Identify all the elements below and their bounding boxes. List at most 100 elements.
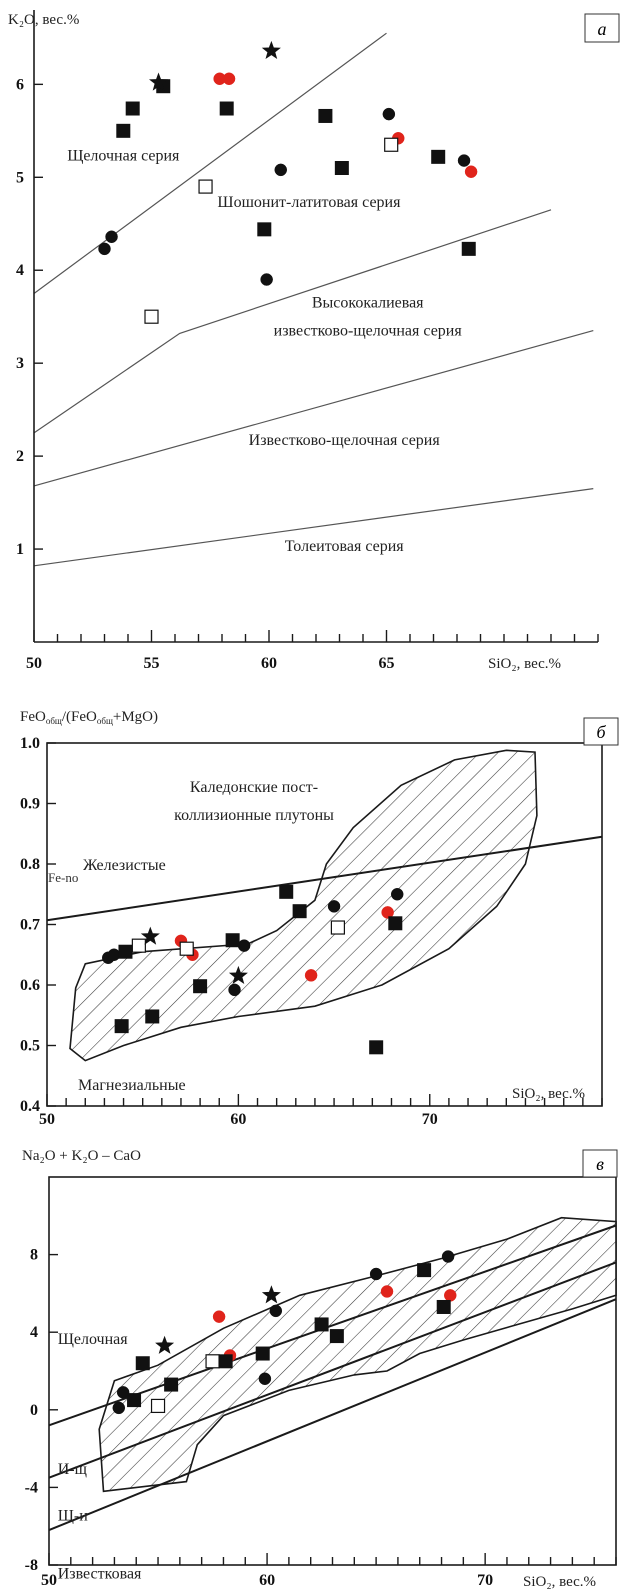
panel-v-point-square-black-16 xyxy=(329,1329,344,1344)
panel-b-point-square-black-17 xyxy=(369,1040,384,1055)
panel-a-point-circle-black-3 xyxy=(274,163,287,177)
panel-b-x-ticks: 50 60 70 xyxy=(39,1094,603,1128)
panel-a-letter-box xyxy=(584,13,620,43)
panel-a-point-circle-red-7 xyxy=(222,72,236,86)
panel-b-y-axis-label: FeOобщ/(FeOобщ+MgO) xyxy=(20,709,158,726)
panel-a-region-label-0: Щелочная серия xyxy=(67,148,180,165)
panel-b-y-tick-label: 0.4 xyxy=(20,1098,40,1115)
panel-b-y-ticks: 0.4 0.5 0.6 0.7 0.8 0.9 1.0 xyxy=(20,735,56,1115)
panel-v-point-square-black-15 xyxy=(314,1317,329,1332)
panel-a-y-tick-label: 4 xyxy=(16,262,24,279)
panel-v-point-circle-black-3 xyxy=(269,1304,283,1318)
panel-v-point-circle-black-5 xyxy=(441,1250,455,1263)
panel-b-field-label-line2: коллизионные плутоны xyxy=(174,807,334,824)
panel-b-x-tick-label: 60 xyxy=(230,1111,246,1128)
panel-a-region-labels: Щелочная серия Шошонит-латитовая серия Выс… xyxy=(67,148,462,555)
panel-b-points xyxy=(101,884,404,1055)
panel-a-point-star-black-23 xyxy=(261,40,281,59)
panel-v-point-circle-red-9 xyxy=(444,1289,457,1302)
panel-a-x-tick-label: 55 xyxy=(144,655,160,672)
panel-b-point-square-black-15 xyxy=(279,884,294,899)
panel-v-region-labels: Щелочная И-щ Щ-и Известковая xyxy=(58,1331,142,1583)
panel-b-field-label-line1: Каледонские пост- xyxy=(190,779,318,796)
panel-a-point-circle-red-9 xyxy=(464,165,478,178)
panel-a-point-square-black-10 xyxy=(116,123,131,138)
panel-v-x-tick-label: 60 xyxy=(259,1572,275,1589)
panel-a-point-open-square-open-19 xyxy=(144,309,159,324)
panel-b-point-square-black-14 xyxy=(225,933,240,948)
panel-a-y-tick-label: 5 xyxy=(16,169,24,186)
panel-a-region-label-4: Известково-щелочная серия xyxy=(249,432,441,449)
panel-b-point-star-black-23 xyxy=(228,965,248,984)
panel-b-point-circle-black-2 xyxy=(228,983,241,997)
panel-v-point-circle-black-0 xyxy=(112,1401,126,1415)
panel-b-point-circle-black-3 xyxy=(237,939,251,952)
panel-a-region-label-3: известково-щелочная серия xyxy=(274,322,463,339)
panel-b-y-tick-label: 1.0 xyxy=(20,735,40,752)
panel-b-point-square-black-13 xyxy=(193,979,208,994)
panel-a-point-square-black-11 xyxy=(125,101,140,116)
panel-v-point-open-square-open-20 xyxy=(205,1354,220,1369)
panel-a-x-ticks: 50 55 60 65 xyxy=(26,630,599,672)
panel-a-points xyxy=(98,40,478,324)
panel-v-point-square-black-17 xyxy=(417,1263,432,1278)
panel-b-x-tick-label: 70 xyxy=(422,1111,438,1128)
panel-a-boundary-line-1 xyxy=(33,209,552,434)
panel-a-k2o-chart: 50 55 60 65 1 2 3 4 5 6 Щелочная серия Шошонит-ла… xyxy=(8,10,620,672)
panel-a-point-square-black-18 xyxy=(461,241,476,256)
panel-a-y-tick-label: 1 xyxy=(16,541,24,558)
panel-v-y-tick-label: 0 xyxy=(30,1402,38,1419)
panel-v-x-ticks: 50 60 70 xyxy=(41,1553,617,1589)
panel-v-x-tick-label: 50 xyxy=(41,1572,57,1589)
panel-a-point-star-black-22 xyxy=(149,72,169,91)
panel-v-y-tick-label: -4 xyxy=(25,1479,38,1496)
panel-b-boundary-line-0 xyxy=(46,835,603,922)
panel-v-point-star-black-21 xyxy=(155,1335,175,1354)
panel-v-malips-chart: 50 60 70 -8 -4 0 4 8 Щелочная И-щ Щ-и Известковая… xyxy=(22,1148,618,1589)
panel-a-point-square-black-13 xyxy=(219,101,234,116)
panel-b-point-open-square-open-19 xyxy=(131,938,146,953)
panel-b-y-tick-label: 0.6 xyxy=(20,977,40,994)
panel-v-letter: в xyxy=(596,1154,604,1174)
panel-v-point-square-black-10 xyxy=(127,1393,142,1408)
panel-b-point-circle-red-8 xyxy=(304,969,318,982)
panel-v-point-star-black-22 xyxy=(261,1285,281,1304)
panel-v-letter-box xyxy=(582,1149,618,1178)
panel-a-point-square-black-17 xyxy=(431,149,446,164)
panel-b-letter: б xyxy=(596,722,606,742)
panel-a-point-open-square-open-21 xyxy=(384,137,399,152)
panel-v-y-tick-label: 8 xyxy=(30,1247,38,1264)
panel-v-point-open-square-open-19 xyxy=(150,1398,166,1414)
panel-b-y-tick-label: 0.8 xyxy=(20,856,40,873)
panel-v-y-tick-label: 4 xyxy=(30,1324,38,1341)
panel-v-boundary-line-1 xyxy=(48,1261,617,1479)
panel-a-region-label-5: Толеитовая серия xyxy=(285,538,405,555)
panel-a-x-tick-label: 50 xyxy=(26,655,42,672)
panel-v-point-circle-red-8 xyxy=(380,1285,394,1298)
panel-a-region-label-1: Шошонит-латитовая серия xyxy=(217,194,401,211)
panel-b-letter-box xyxy=(583,717,619,746)
panel-v-region-label-3: Известковая xyxy=(58,1566,142,1583)
panel-b-point-square-black-11 xyxy=(118,944,133,959)
panel-a-series-boundaries xyxy=(33,32,594,567)
panel-v-y-tick-label: -8 xyxy=(25,1557,38,1574)
panel-a-point-circle-black-4 xyxy=(382,107,396,121)
panel-v-y-ticks: -8 -4 0 4 8 xyxy=(25,1247,58,1574)
panel-b-point-open-square-open-21 xyxy=(330,920,345,935)
panel-b-point-square-black-10 xyxy=(114,1019,129,1034)
panel-a-y-tick-label: 3 xyxy=(16,355,24,372)
panel-a-point-square-black-15 xyxy=(318,108,333,123)
panel-v-point-square-black-14 xyxy=(255,1346,270,1361)
panel-v-point-square-black-11 xyxy=(135,1356,150,1371)
panel-a-point-circle-black-1 xyxy=(105,230,118,244)
panel-b-field-polygon xyxy=(69,749,538,1062)
panel-v-y-axis-label: Na₂O + K₂O – CaO xyxy=(22,1148,141,1164)
panel-a-letter: а xyxy=(598,19,607,39)
panel-b-point-circle-red-9 xyxy=(381,906,394,919)
panel-v-x-axis-label: SiO₂, вес.% xyxy=(523,1574,596,1589)
panel-b-point-star-black-22 xyxy=(140,926,160,945)
panel-a-boundary-line-2 xyxy=(33,330,594,487)
panel-b-point-circle-black-1 xyxy=(107,948,121,961)
panel-b-x-tick-label: 50 xyxy=(39,1111,55,1128)
